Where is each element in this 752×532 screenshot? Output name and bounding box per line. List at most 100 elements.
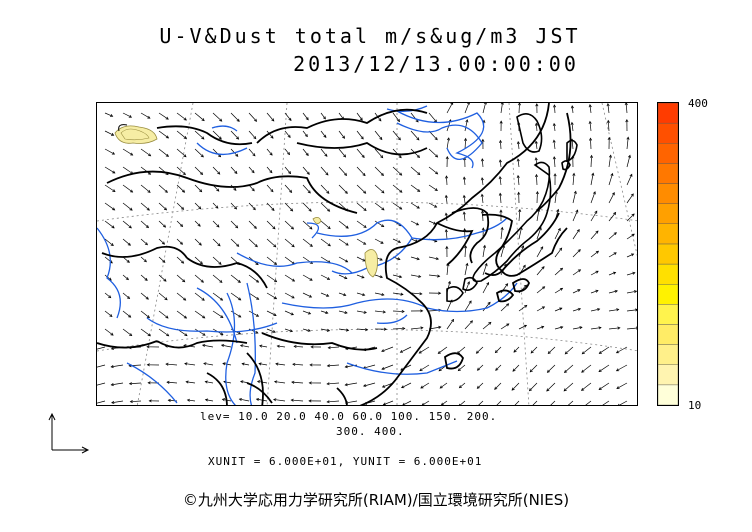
wind-arrow — [284, 184, 292, 193]
wind-arrow — [536, 326, 544, 330]
wind-arrow — [536, 266, 545, 276]
wind-arrow-head — [290, 226, 295, 230]
wind-arrow-head — [217, 243, 221, 247]
wind-arrow-head — [635, 308, 637, 312]
wind-arrow — [421, 400, 430, 405]
wind-arrow — [464, 263, 468, 276]
wind-arrow-head — [327, 208, 331, 212]
wind-arrow-head — [627, 154, 631, 158]
wind-arrow-head — [201, 297, 205, 301]
wind-arrow-head — [216, 188, 220, 192]
wind-arrow-head — [573, 190, 577, 194]
wind-arrow — [130, 400, 142, 403]
wind-arrow — [374, 292, 384, 296]
wind-arrow — [266, 238, 277, 248]
wind-arrow — [104, 310, 113, 317]
wind-arrow-head — [218, 136, 222, 140]
wind-arrow — [202, 344, 214, 348]
wind-arrow-head — [345, 259, 349, 263]
wind-arrow — [158, 238, 165, 245]
wind-arrow-head — [398, 275, 403, 279]
wind-arrow-head — [181, 189, 186, 193]
wind-arrow-head — [112, 170, 116, 174]
wind-arrow — [356, 184, 366, 194]
wind-arrow-head — [541, 325, 545, 329]
wind-arrow-head — [401, 309, 405, 314]
wind-arrow — [212, 256, 222, 265]
wind-arrow — [338, 166, 347, 176]
wind-arrow — [616, 364, 628, 372]
wind-arrow-head — [606, 119, 610, 123]
wind-arrow-head — [495, 367, 499, 371]
wind-arrow-head — [307, 311, 312, 315]
wind-arrow-head — [379, 257, 383, 261]
wind-arrow-head — [437, 274, 441, 278]
wind-arrow — [203, 362, 214, 366]
wind-arrow — [410, 220, 419, 226]
wind-arrow — [599, 346, 610, 354]
wind-arrow — [122, 310, 131, 318]
wind-arrow-head — [613, 252, 617, 256]
wind-arrow — [129, 382, 142, 385]
wind-arrow — [392, 184, 403, 193]
wind-arrow — [392, 328, 405, 330]
wind-arrow — [356, 238, 366, 245]
wind-arrow-head — [148, 399, 152, 403]
wind-arrow-head — [363, 384, 367, 388]
wind-arrow-head — [288, 170, 292, 175]
wind-arrow — [266, 184, 274, 192]
wind-arrow-head — [498, 159, 502, 163]
wind-arrow-head — [204, 398, 209, 402]
wind-arrow-head — [595, 289, 599, 293]
wind-arrow-head — [234, 206, 238, 210]
wind-arrow-head — [305, 152, 309, 157]
wind-arrow — [212, 148, 221, 158]
wind-arrow-head — [185, 380, 189, 384]
wind-arrow-head — [201, 136, 205, 140]
wind-arrow-head — [326, 190, 330, 194]
wind-arrow — [266, 292, 277, 300]
wind-arrow-head — [145, 225, 150, 229]
wind-arrow-head — [521, 245, 525, 249]
wind-arrow-head — [435, 154, 439, 158]
wind-arrow-head — [547, 350, 551, 355]
wind-arrow-head — [273, 244, 277, 248]
wind-arrow-head — [417, 188, 421, 192]
wind-arrow — [572, 173, 575, 186]
wind-arrow — [266, 112, 275, 122]
wind-arrow-head — [498, 192, 502, 196]
wind-arrow-head — [326, 364, 330, 368]
wind-arrow — [499, 176, 502, 186]
wind-arrow — [338, 130, 345, 139]
wind-arrow-head — [146, 207, 150, 211]
wind-arrow — [256, 398, 268, 402]
wind-arrow — [402, 400, 412, 405]
wind-arrow-head — [147, 189, 151, 193]
wind-arrow-head — [481, 227, 485, 231]
wind-arrow-head — [362, 172, 366, 177]
wind-arrow — [374, 130, 383, 140]
wind-vectors — [97, 103, 637, 405]
wind-arrow-head — [293, 344, 297, 349]
wind-arrow-head — [616, 386, 620, 389]
wind-arrow-head — [540, 246, 544, 250]
wind-arrow-head — [202, 332, 206, 336]
wind-arrow-head — [451, 318, 455, 323]
wind-arrow-head — [421, 402, 425, 405]
wind-arrow-head — [291, 380, 295, 384]
colorbar-swatch — [657, 163, 679, 184]
wind-arrow-head — [542, 286, 546, 290]
wind-arrow-head — [181, 260, 185, 264]
wind-arrow — [374, 166, 384, 176]
wind-arrow-head — [200, 171, 204, 175]
wind-arrow — [356, 130, 364, 140]
wind-arrow-head — [147, 333, 151, 337]
wind-arrow-head — [570, 121, 574, 126]
wind-arrow — [374, 202, 385, 211]
wind-arrow — [572, 191, 577, 204]
wind-arrow — [618, 400, 628, 405]
wind-arrow-head — [546, 369, 550, 373]
wind-arrow-head — [541, 306, 546, 310]
wind-arrow-head — [218, 261, 222, 265]
wind-arrow — [122, 184, 133, 193]
